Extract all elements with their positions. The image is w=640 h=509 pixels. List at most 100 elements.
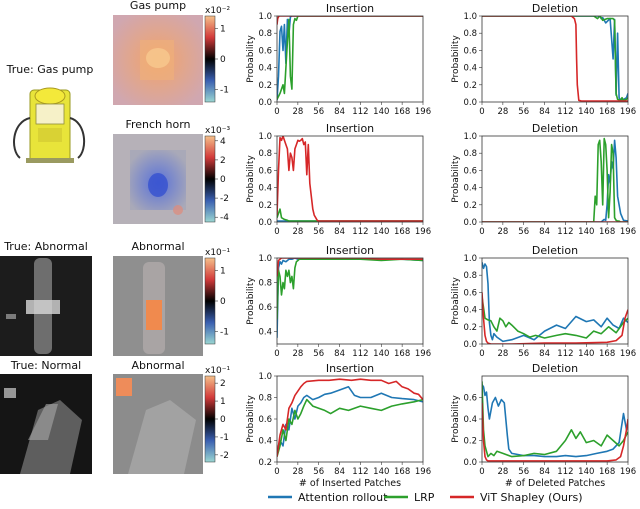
explained-class-row3: Abnormal — [131, 240, 184, 253]
colorbar-tick-label: 0 — [220, 415, 226, 425]
series-line-vit-shapley-ours — [482, 16, 628, 102]
series-line-lrp — [277, 398, 423, 457]
x-tick-label: 168 — [599, 349, 615, 359]
y-tick-label: 0.4 — [463, 64, 477, 74]
chart-deletion-row1: Deletion 0.0 0.2 0.4 0.6 0.8 1.0 0 28 56 84 112 140 1… — [451, 2, 636, 117]
y-tick-label: 0.6 — [463, 46, 477, 56]
colorbar-exponent-3: x10⁻¹ — [205, 248, 231, 258]
x-tick-label: 84 — [334, 467, 345, 477]
x-tick-label: 140 — [373, 349, 389, 359]
x-tick-label: 140 — [578, 467, 594, 477]
series-line-vit-shapley-ours — [482, 292, 628, 344]
series-line-lrp — [277, 16, 423, 100]
chart-title: Deletion — [532, 362, 578, 375]
colorbar-exponent-1: x10⁻² — [205, 6, 231, 16]
series-line-vit-shapley-ours — [277, 136, 423, 222]
x-tick-label: 168 — [394, 467, 410, 477]
x-tick-label: 168 — [599, 467, 615, 477]
y-tick-label: 1.0 — [463, 132, 477, 142]
x-tick-label: 196 — [415, 227, 431, 237]
y-axis-label: Probability — [451, 395, 461, 443]
y-axis-label: Probability — [246, 155, 256, 203]
series-line-lrp — [277, 258, 423, 320]
chart-title: Insertion — [326, 122, 374, 135]
plot-frame — [481, 257, 629, 345]
x-tick-label: 84 — [539, 227, 550, 237]
colorbar-tick-label: -4 — [220, 213, 229, 223]
x-tick-label: 28 — [292, 467, 303, 477]
plot-frame — [276, 257, 424, 345]
colorbar-4 — [204, 375, 216, 463]
true-label-row4: True: Normal — [10, 359, 81, 372]
x-tick-label: 196 — [620, 107, 636, 117]
heatmap-normal-explained-abnormal — [113, 374, 203, 474]
x-tick-label: 0 — [274, 467, 279, 477]
x-tick-label: 112 — [557, 349, 573, 359]
chart-insertion-row1: Insertion 0.0 0.2 0.4 0.6 0.8 1.0 0 28 56 84 112 140… — [246, 2, 431, 117]
x-tick-label: 0 — [274, 227, 279, 237]
x-tick-label: 84 — [539, 467, 550, 477]
colorbar-3 — [204, 257, 216, 345]
series-line-vit-shapley-ours — [277, 16, 423, 25]
x-tick-label: 112 — [352, 349, 368, 359]
chart-deletion-row2: Deletion 0.0 0.2 0.4 0.6 0.8 1.0 0 28 56 84 112 140 1… — [451, 122, 636, 237]
colorbar-tick-label: 2 — [220, 379, 226, 389]
chart-deletion-row4: Deletion 0.0 0.2 0.4 0.6 0 28 56 84 112 140 168 196 P… — [451, 362, 636, 489]
colorbar-tick-label: 0 — [220, 297, 226, 307]
series-line-lrp — [482, 296, 628, 339]
x-tick-label: 28 — [292, 107, 303, 117]
x-tick-label: 112 — [557, 107, 573, 117]
y-tick-label: 0.4 — [258, 328, 272, 338]
y-axis-label: Probability — [451, 35, 461, 83]
x-tick-label: 196 — [415, 107, 431, 117]
x-tick-label: 140 — [373, 107, 389, 117]
colorbar-exponent-4: x10⁻¹ — [205, 366, 231, 376]
x-tick-label: 112 — [352, 227, 368, 237]
plot-frame — [276, 15, 424, 103]
colorbar-tick-label: -1 — [220, 86, 229, 96]
x-axis-label: # of Inserted Patches — [299, 478, 401, 489]
y-tick-label: 1.0 — [258, 12, 272, 22]
x-tick-label: 56 — [518, 227, 529, 237]
y-tick-label: 0.2 — [258, 201, 272, 211]
x-tick-label: 28 — [292, 227, 303, 237]
x-tick-label: 168 — [394, 349, 410, 359]
x-tick-label: 56 — [313, 467, 324, 477]
series-line-attention-rollout — [277, 16, 423, 101]
x-tick-label: 0 — [479, 227, 484, 237]
chart-insertion-row3: Insertion 0.4 0.6 0.8 1.0 0 28 56 84 112 140 168 196… — [246, 244, 431, 359]
y-axis-label: Probability — [451, 155, 461, 203]
explained-class-row1: Gas pump — [130, 0, 186, 12]
x-tick-label: 196 — [620, 227, 636, 237]
x-tick-label: 112 — [557, 227, 573, 237]
y-tick-label: 0.4 — [463, 415, 477, 425]
colorbar-tick-label: 1 — [220, 397, 226, 407]
true-label-row1: True: Gas pump — [6, 63, 94, 76]
x-tick-label: 112 — [352, 467, 368, 477]
y-tick-label: 0.8 — [258, 29, 272, 39]
y-tick-label: 0.8 — [463, 29, 477, 39]
y-tick-label: 0.2 — [463, 81, 477, 91]
x-tick-label: 28 — [497, 467, 508, 477]
colorbar-exponent-2: x10⁻³ — [205, 126, 231, 136]
y-tick-label: 0.6 — [463, 166, 477, 176]
x-tick-label: 140 — [578, 349, 594, 359]
x-tick-label: 84 — [334, 349, 345, 359]
chart-insertion-row4: Insertion 0.2 0.4 0.6 0.8 1.0 0 28 56 84 112 140 168… — [246, 362, 431, 489]
explained-class-row4: Abnormal — [131, 359, 184, 372]
y-tick-label: 0.0 — [258, 98, 272, 108]
colorbar-tick-label: 2 — [220, 156, 226, 166]
explained-class-row2: French horn — [125, 118, 190, 131]
plot-frame — [481, 375, 629, 463]
y-tick-label: 0.8 — [463, 271, 477, 281]
x-tick-label: 196 — [620, 349, 636, 359]
colorbar-tick-label: -2 — [220, 194, 229, 204]
x-tick-label: 168 — [599, 227, 615, 237]
heatmap-french-horn — [113, 134, 203, 224]
y-tick-label: 0.0 — [463, 458, 477, 468]
series-line-lrp — [277, 208, 423, 222]
y-tick-label: 0.6 — [463, 288, 477, 298]
x-tick-label: 56 — [313, 227, 324, 237]
y-tick-label: 0.6 — [258, 46, 272, 56]
